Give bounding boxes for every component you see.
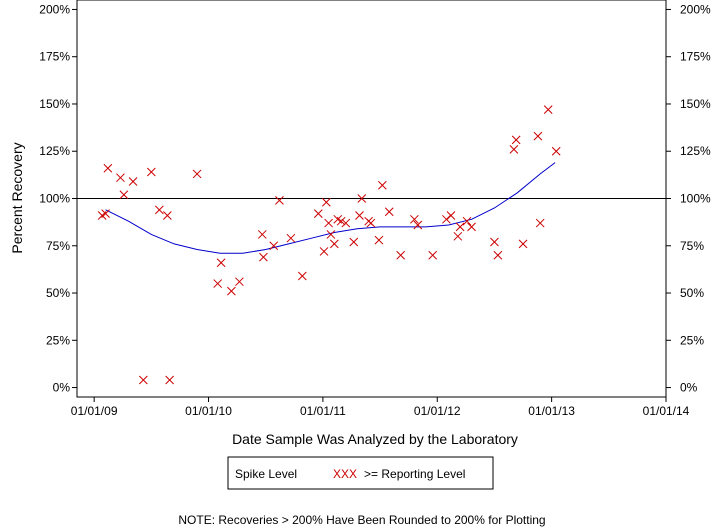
reporting-level-point xyxy=(413,220,423,230)
reporting-level-point xyxy=(154,205,164,215)
reporting-level-point xyxy=(467,222,476,232)
x-axis: 01/01/09 01/01/10 01/01/11 01/01/12 01/01/13… xyxy=(71,397,690,418)
legend-reporting-label: >= Reporting Level xyxy=(364,467,465,481)
reporting-level-point xyxy=(257,230,267,239)
reporting-level-point xyxy=(543,105,553,115)
legend-marker-symbol: XXX xyxy=(333,467,357,481)
reporting-level-point xyxy=(349,237,359,247)
reporting-level-point xyxy=(509,144,519,154)
reporting-level-point xyxy=(551,146,561,156)
reporting-level-point xyxy=(119,190,129,200)
y-tick-label-right: 0% xyxy=(680,381,698,395)
reporting-level-markers xyxy=(97,105,561,385)
reporting-level-point xyxy=(355,211,364,220)
reporting-level-point xyxy=(462,216,472,226)
y-tick-label-right: 75% xyxy=(680,239,704,253)
y-tick-label-left: 125% xyxy=(39,144,70,158)
reporting-level-point xyxy=(384,207,394,217)
y-tick-label-left: 100% xyxy=(39,192,70,206)
y-tick-label-left: 200% xyxy=(39,2,70,16)
y-axis-title: Percent Recovery xyxy=(9,142,25,253)
reporting-level-point xyxy=(378,180,387,190)
reporting-level-point xyxy=(162,211,172,220)
reporting-level-point xyxy=(213,279,223,288)
reporting-level-point xyxy=(490,237,499,247)
reporting-level-point xyxy=(269,241,279,251)
y-tick-label-right: 100% xyxy=(680,192,711,206)
x-tick-label: 01/01/11 xyxy=(300,404,346,418)
reporting-level-point xyxy=(428,250,438,260)
y-tick-label-right: 150% xyxy=(680,97,711,111)
reporting-level-point xyxy=(396,250,406,260)
y-tick-label-right: 125% xyxy=(680,144,711,158)
x-tick-label: 01/01/10 xyxy=(185,404,232,418)
x-tick-label: 01/01/09 xyxy=(71,404,118,418)
y-axis-left: 0% 25% 50% 75% 100% 125% 150% 175% 200% xyxy=(39,2,77,395)
spike-level-line xyxy=(105,162,556,254)
legend-box xyxy=(227,456,494,490)
y-tick-label-right: 200% xyxy=(680,2,711,16)
reporting-level-point xyxy=(297,271,307,281)
y-tick-label-left: 0% xyxy=(53,381,71,395)
y-tick-label-left: 150% xyxy=(39,97,70,111)
reporting-level-point xyxy=(324,218,333,228)
reporting-level-point xyxy=(321,197,331,207)
reporting-level-point xyxy=(227,286,236,296)
reporting-level-point xyxy=(103,163,113,173)
reporting-level-point xyxy=(326,230,336,239)
footnote: NOTE: Recoveries > 200% Have Been Rounde… xyxy=(178,513,545,527)
reporting-level-point xyxy=(216,258,226,268)
reporting-level-point xyxy=(101,209,110,218)
y-tick-label-left: 75% xyxy=(46,239,70,253)
reporting-level-point xyxy=(313,209,323,218)
reporting-level-point xyxy=(535,218,545,228)
x-tick-label: 01/01/12 xyxy=(414,404,461,418)
reporting-level-point xyxy=(357,194,367,203)
reporting-level-point xyxy=(165,375,174,385)
reporting-level-point xyxy=(319,247,329,256)
reporting-level-point xyxy=(455,222,465,232)
reporting-level-point xyxy=(493,250,503,260)
y-axis-right: 0% 25% 50% 75% 100% 125% 150% 175% 200% xyxy=(666,2,711,395)
y-tick-label-left: 50% xyxy=(46,286,70,300)
reporting-level-point xyxy=(453,231,463,241)
reporting-level-point xyxy=(146,167,156,177)
x-tick-label: 01/01/14 xyxy=(643,404,690,418)
y-tick-label-right: 50% xyxy=(680,286,704,300)
reporting-level-point xyxy=(533,131,543,141)
reporting-level-point xyxy=(275,196,284,205)
reporting-level-point xyxy=(341,218,351,228)
reporting-level-point xyxy=(336,216,346,226)
reporting-level-point xyxy=(128,177,138,186)
reporting-level-point xyxy=(329,239,339,249)
reporting-level-point xyxy=(442,214,451,224)
x-axis-title: Date Sample Was Analyzed by the Laborato… xyxy=(232,431,518,447)
reporting-level-point xyxy=(259,252,268,262)
reporting-level-point xyxy=(374,235,384,245)
y-tick-label-right: 175% xyxy=(680,50,711,64)
y-tick-label-left: 175% xyxy=(39,50,70,64)
legend-spike-label: Spike Level xyxy=(235,467,297,481)
x-tick-label: 01/01/13 xyxy=(528,404,575,418)
reporting-level-point xyxy=(192,169,202,179)
reporting-level-point xyxy=(511,135,521,145)
reporting-level-point xyxy=(446,211,456,220)
reporting-level-point xyxy=(518,239,528,249)
reporting-level-point xyxy=(410,214,419,224)
reporting-level-point xyxy=(286,233,296,243)
reporting-level-point xyxy=(366,218,376,228)
y-tick-label-right: 25% xyxy=(680,333,704,347)
reporting-level-point xyxy=(138,375,148,385)
y-tick-label-left: 25% xyxy=(46,333,70,347)
reporting-level-point xyxy=(235,277,244,287)
reporting-level-point xyxy=(116,173,125,183)
